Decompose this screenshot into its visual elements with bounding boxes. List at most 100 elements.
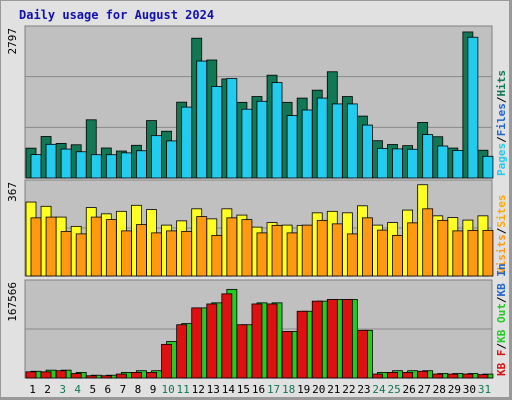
bar-sites-day-23 xyxy=(362,217,373,277)
bar-sites-day-1 xyxy=(30,217,42,277)
x-tick-label-31: 31 xyxy=(478,383,491,396)
bar-files-day-23 xyxy=(362,124,373,179)
bar-files-day-28 xyxy=(437,145,449,179)
bar-files-day-20 xyxy=(316,97,328,179)
panel-2: 367 Visits/Sites xyxy=(6,179,508,277)
bar-sites-day-13 xyxy=(211,234,223,277)
legend-panel-2: Visits/Sites xyxy=(495,195,508,275)
x-tick-label-10: 10 xyxy=(161,383,174,396)
x-tick-label-23: 23 xyxy=(357,383,370,396)
bar-files-day-17 xyxy=(271,82,283,179)
x-tick-label-28: 28 xyxy=(433,383,446,396)
x-axis-labels: 1 2 3 4 5 6 7 8 9 10 11 12 13 14 15 16 17 18 19 20 21 22 23 24 2… xyxy=(29,383,491,396)
x-tick-label-1: 1 xyxy=(29,383,36,396)
bar-sites-day-9 xyxy=(151,232,162,277)
bar-files-day-16 xyxy=(256,100,268,179)
bar-files-day-25 xyxy=(392,148,403,179)
bar-kb-out-day-26 xyxy=(402,371,414,379)
panel-3: 167566 KB F/KB Out/KB In xyxy=(6,263,508,379)
legend-item: KB In xyxy=(495,263,508,296)
bar-kb-out-day-6 xyxy=(100,375,112,379)
bar-files-day-5 xyxy=(90,154,102,179)
bar-sites-day-12 xyxy=(196,216,208,277)
bar-sites-day-31 xyxy=(482,229,494,277)
legend-item: Pages xyxy=(495,143,508,176)
bar-kb-out-day-25 xyxy=(387,371,398,379)
bar-kb-out-day-1 xyxy=(25,371,37,379)
bar-sites-day-4 xyxy=(75,233,87,277)
bar-kb-out-day-29 xyxy=(447,373,459,379)
bar-files-day-11 xyxy=(181,106,193,179)
bar-files-day-7 xyxy=(120,152,132,179)
bar-kb-out-day-12 xyxy=(191,307,203,379)
bar-sites-day-10 xyxy=(166,230,177,277)
x-tick-label-27: 27 xyxy=(418,383,431,396)
bar-files-day-19 xyxy=(301,109,313,179)
bar-kb-out-day-13 xyxy=(206,303,218,379)
bar-sites-day-29 xyxy=(452,230,464,277)
x-tick-label-14: 14 xyxy=(222,383,236,396)
bar-files-day-8 xyxy=(136,150,147,179)
legend-item: KB Out xyxy=(495,303,508,343)
bar-sites-day-16 xyxy=(256,232,268,277)
bar-kb-out-day-24 xyxy=(372,373,383,379)
bar-kb-out-day-23 xyxy=(357,329,368,379)
bar-sites-day-7 xyxy=(120,230,132,277)
x-tick-label-26: 26 xyxy=(403,383,416,396)
bar-files-day-2 xyxy=(45,143,57,179)
bar-files-day-12 xyxy=(196,60,208,179)
bar-sites-day-24 xyxy=(377,229,388,277)
bar-files-day-14 xyxy=(226,78,238,179)
legend-panel-1: Pages/Files/Hits xyxy=(495,70,508,176)
bar-sites-day-8 xyxy=(136,224,147,277)
bar-files-day-6 xyxy=(105,154,117,179)
bar-sites-day-11 xyxy=(181,230,193,277)
x-tick-label-6: 6 xyxy=(105,383,112,396)
bar-sites-day-15 xyxy=(241,219,253,277)
bar-files-day-18 xyxy=(286,115,298,179)
legend-item: / xyxy=(495,96,508,103)
x-tick-label-3: 3 xyxy=(59,383,66,396)
bar-files-day-15 xyxy=(241,108,253,179)
x-tick-label-12: 12 xyxy=(192,383,205,396)
bar-files-day-21 xyxy=(331,103,343,179)
x-tick-label-22: 22 xyxy=(342,383,355,396)
bar-kb-out-day-19 xyxy=(296,310,308,379)
legend-item: Sites xyxy=(495,195,508,228)
bar-kb-out-day-17 xyxy=(266,303,278,379)
x-tick-label-19: 19 xyxy=(297,383,310,396)
x-tick-label-30: 30 xyxy=(463,383,476,396)
bar-files-day-10 xyxy=(166,140,177,179)
bar-sites-day-30 xyxy=(467,229,479,277)
legend-item: / xyxy=(495,296,508,303)
y-max-label: 167566 xyxy=(6,282,19,322)
x-tick-label-21: 21 xyxy=(327,383,340,396)
bar-kb-out-day-18 xyxy=(281,331,293,379)
bar-sites-day-5 xyxy=(90,216,102,277)
x-tick-label-2: 2 xyxy=(44,383,51,396)
bar-sites-day-14 xyxy=(226,217,238,277)
x-tick-label-8: 8 xyxy=(135,383,142,396)
bar-kb-out-day-30 xyxy=(462,373,474,379)
chart-title: Daily usage for August 2024 xyxy=(19,8,214,22)
legend-item: / xyxy=(495,343,508,350)
bar-kb-out-day-10 xyxy=(161,343,172,379)
bar-files-day-31 xyxy=(482,155,494,179)
legend-item: / xyxy=(495,227,508,234)
x-tick-label-25: 25 xyxy=(387,383,400,396)
bar-kb-out-day-14 xyxy=(221,293,233,379)
bar-sites-day-17 xyxy=(271,224,283,277)
x-tick-label-16: 16 xyxy=(252,383,265,396)
bar-files-day-27 xyxy=(422,134,434,179)
legend-item: Visits xyxy=(495,234,508,274)
legend-item: Files xyxy=(495,103,508,136)
bar-files-day-9 xyxy=(151,135,162,179)
bar-kb-out-day-8 xyxy=(131,371,142,379)
bar-kb-out-day-27 xyxy=(417,370,429,379)
x-tick-label-5: 5 xyxy=(89,383,96,396)
x-tick-label-4: 4 xyxy=(74,383,81,396)
bar-files-day-13 xyxy=(211,86,223,179)
legend-panel-3: KB F/KB Out/KB In xyxy=(495,263,508,376)
x-tick-label-11: 11 xyxy=(177,383,190,396)
